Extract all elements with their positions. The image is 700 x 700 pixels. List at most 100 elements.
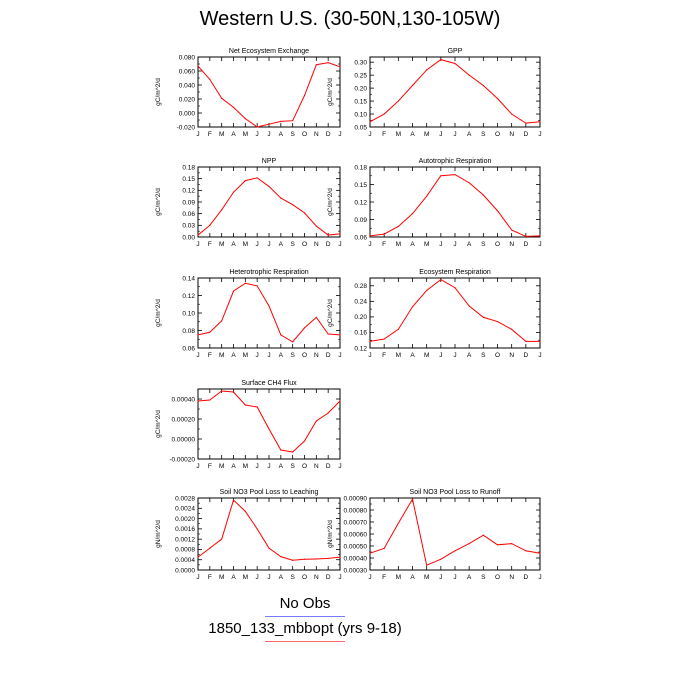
data-point [411, 306, 414, 308]
y-tick-label: 0.00050 [344, 543, 368, 550]
data-point [496, 97, 499, 100]
y-axis-label: gC/m^2/d [155, 78, 162, 106]
data-point [468, 305, 470, 307]
data-point [268, 428, 270, 430]
series-line [369, 278, 540, 342]
x-tick-label: S [481, 352, 486, 359]
series-line [369, 59, 541, 124]
y-tick-label: 0.00070 [344, 519, 368, 526]
x-tick-label: J [453, 241, 456, 248]
data-point [327, 412, 329, 414]
chart-title: NPP [262, 158, 277, 165]
plot-frame [197, 56, 341, 128]
x-tick-label: J [196, 241, 199, 248]
data-point [327, 234, 329, 236]
data-point [244, 510, 246, 512]
y-tick-label: 0.20 [354, 314, 367, 321]
chart-title: GPP [448, 48, 463, 55]
data-point [539, 552, 541, 554]
data-point [426, 195, 428, 197]
data-point [303, 212, 306, 214]
chart-title: Autotrophic Respiration [419, 158, 492, 165]
y-tick-label: 0.06 [182, 345, 195, 352]
chart-title: Soil NO3 Pool Loss to Runoff [410, 489, 501, 496]
series-line [197, 62, 341, 128]
y-tick-label: 0.040 [179, 82, 196, 89]
y-axis-label: gC/m^2/d [155, 299, 162, 327]
series-line [369, 174, 541, 237]
data-point [369, 552, 371, 554]
y-tick-label: 0.03 [182, 223, 195, 230]
plot-frame [369, 497, 541, 571]
x-tick-label: F [382, 352, 386, 359]
data-point [268, 305, 270, 307]
plot-frame [197, 388, 341, 460]
chart-panel-5: Heterotrophic Respiration gC/m^2/d 0.06 0.0… [155, 269, 342, 359]
data-point [525, 340, 527, 342]
data-point [315, 64, 317, 66]
data-point [268, 123, 270, 125]
y-tick-label: 0.09 [182, 199, 195, 206]
x-tick-label: A [231, 241, 236, 248]
y-tick-label: 0.12 [354, 345, 367, 352]
y-axis-label: gC/m^2/d [327, 299, 334, 327]
x-tick-label: J [338, 574, 341, 581]
series-line [197, 499, 341, 561]
chart-panel-1: Net Ecosystem Exchange gC/m^2/d -0.020 0.00… [155, 48, 342, 138]
x-tick-label: J [338, 241, 341, 248]
series-line [197, 282, 341, 343]
x-tick-label: J [256, 131, 259, 138]
x-tick-label: O [495, 131, 500, 138]
x-tick-label: J [538, 352, 541, 359]
data-point [315, 316, 317, 318]
x-tick-label: J [368, 574, 371, 581]
data-point [496, 210, 499, 212]
x-tick-label: S [481, 574, 486, 581]
y-tick-label: 0.18 [354, 164, 367, 171]
data-point [525, 235, 527, 238]
data-point [197, 65, 199, 67]
data-point [339, 233, 341, 235]
x-tick-label: D [326, 352, 331, 359]
chart-title: Ecosystem Respiration [419, 269, 491, 276]
y-tick-label: 0.25 [354, 72, 367, 79]
data-point [268, 185, 270, 188]
data-point [496, 320, 499, 323]
data-point [315, 225, 317, 227]
x-tick-label: M [424, 574, 429, 581]
chart-panel-8: Soil NO3 Pool Loss to Leaching gN/m^2/d 0.… [155, 489, 342, 581]
y-axis-label: gC/m^2/d [327, 188, 334, 216]
x-tick-label: M [219, 241, 224, 248]
x-tick-label: M [396, 241, 401, 248]
data-point [209, 547, 211, 549]
x-tick-label: J [196, 352, 199, 359]
x-tick-label: N [509, 131, 514, 138]
x-tick-label: S [481, 131, 486, 138]
figure-title: Western U.S. (30-50N,130-105W) [199, 8, 501, 30]
data-point [539, 121, 541, 123]
legend-obs-label: No Obs [279, 595, 331, 612]
data-point [369, 121, 371, 123]
data-point [303, 558, 306, 560]
x-tick-label: A [279, 463, 284, 470]
y-tick-label: 0.12 [182, 293, 195, 300]
data-point [383, 233, 385, 235]
data-point [292, 451, 294, 453]
x-tick-label: D [326, 131, 331, 138]
data-point [256, 177, 258, 179]
data-point [496, 544, 499, 546]
data-point [511, 229, 513, 231]
x-tick-label: O [302, 352, 307, 359]
data-point [440, 558, 442, 560]
x-tick-label: O [495, 574, 500, 581]
x-tick-label: J [538, 574, 541, 581]
data-point [197, 400, 199, 402]
data-point [232, 106, 235, 108]
data-point [383, 113, 385, 115]
data-point [369, 340, 371, 342]
y-tick-label: 0.0000 [175, 567, 195, 574]
x-tick-label: A [279, 574, 284, 581]
x-tick-label: J [267, 131, 270, 138]
x-tick-label: J [267, 241, 270, 248]
series-line [197, 390, 341, 453]
